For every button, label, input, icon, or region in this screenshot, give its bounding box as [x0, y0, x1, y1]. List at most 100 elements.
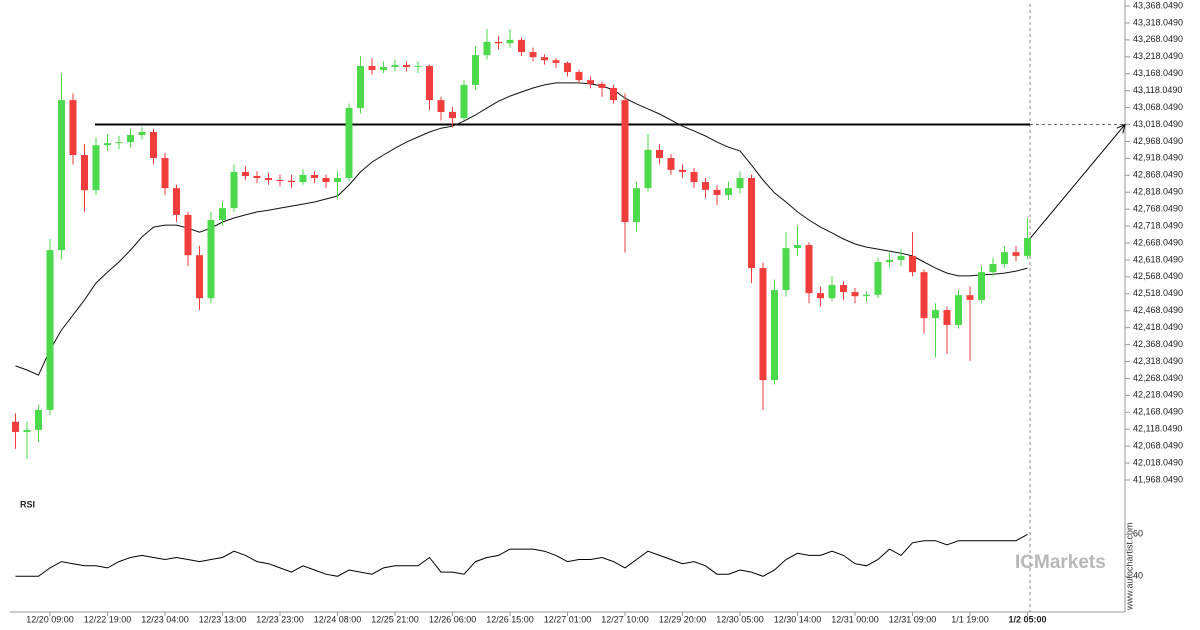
x-tick-label: 12/23 23:00 — [256, 614, 304, 624]
candle-body — [851, 292, 859, 297]
y-tick-label: 60 — [1133, 529, 1143, 539]
candle-body — [943, 310, 951, 325]
candle-body — [46, 250, 54, 410]
x-tick-label: 12/27 01:00 — [544, 614, 592, 624]
candle-body — [713, 189, 721, 195]
candle-body — [184, 214, 192, 256]
watermark: www.autochartist.com — [1124, 522, 1134, 611]
x-tick-label: 12/29 20:00 — [659, 614, 707, 624]
candle-body — [345, 107, 353, 179]
y-tick-label: 42,368.0490 — [1133, 339, 1183, 349]
y-tick-label: 40 — [1133, 571, 1143, 581]
candle-body — [196, 255, 203, 299]
y-tick-label: 42,768.0490 — [1133, 204, 1183, 214]
candle-body — [23, 429, 31, 432]
candle-body — [840, 284, 847, 293]
candle-body — [575, 72, 583, 81]
y-tick-label: 42,118.0490 — [1133, 424, 1182, 434]
candle-body — [587, 80, 594, 84]
candle-body — [506, 39, 514, 44]
candle-body — [598, 83, 606, 88]
candle-body — [219, 208, 226, 220]
candle-body — [817, 293, 824, 299]
candle-body — [610, 87, 617, 101]
candle-body — [253, 175, 261, 179]
candle-body — [1001, 252, 1008, 265]
y-tick-label: 42,718.0490 — [1133, 220, 1183, 230]
candle-body — [173, 188, 180, 215]
candle-body — [690, 171, 698, 183]
x-tick-label: 1/2 05:00 — [1008, 614, 1046, 624]
candle-body — [150, 131, 157, 159]
candle-body — [759, 268, 767, 381]
x-tick-label: 12/30 14:00 — [774, 614, 822, 624]
candle-body — [380, 66, 387, 71]
y-tick-label: 43,018.0490 — [1133, 119, 1183, 129]
rsi-title: RSI — [20, 499, 35, 509]
candle-body — [794, 245, 801, 249]
candle-body — [81, 154, 88, 191]
x-tick-label: 12/30 05:00 — [716, 614, 764, 624]
candle-body — [288, 180, 295, 183]
candle-body — [92, 145, 100, 191]
y-tick-label: 43,118.0490 — [1133, 85, 1182, 95]
candle-body — [702, 182, 709, 190]
x-tick-label: 12/27 10:00 — [601, 614, 649, 624]
candle-body — [322, 178, 330, 183]
candle-body — [771, 290, 778, 381]
y-tick-label: 43,368.0490 — [1133, 0, 1183, 10]
x-tick-label: 12/26 06:00 — [429, 614, 477, 624]
x-tick-label: 12/22 19:00 — [84, 614, 132, 624]
candle-body — [541, 57, 548, 61]
candle-body — [1012, 252, 1020, 256]
candle-body — [897, 255, 905, 260]
candle-body — [863, 294, 870, 297]
y-tick-label: 42,468.0490 — [1133, 305, 1183, 315]
y-tick-label: 42,218.0490 — [1133, 390, 1183, 400]
y-tick-label: 42,518.0490 — [1133, 288, 1183, 298]
y-tick-label: 43,268.0490 — [1133, 34, 1183, 44]
candle-body — [35, 409, 42, 430]
candle-body — [69, 100, 77, 155]
moving-average — [15, 82, 1028, 376]
candle-body — [460, 84, 468, 119]
x-tick-label: 12/26 15:00 — [486, 614, 534, 624]
x-tick-label: 1/1 19:00 — [951, 614, 989, 624]
candle-body — [529, 52, 537, 58]
candle-body — [667, 158, 675, 170]
y-tick-label: 42,968.0490 — [1133, 136, 1183, 146]
x-tick-label: 12/31 09:00 — [889, 614, 937, 624]
candle-body — [805, 245, 813, 294]
y-tick-label: 42,818.0490 — [1133, 187, 1183, 197]
y-tick-label: 42,268.0490 — [1133, 373, 1183, 383]
candle-body — [656, 149, 663, 159]
candle-body — [138, 131, 146, 136]
candle-body — [391, 64, 399, 67]
brand: ICMarkets — [1015, 552, 1106, 573]
candle-body — [909, 255, 916, 273]
candle-body — [299, 174, 307, 183]
candle-body — [886, 259, 893, 262]
candle-body — [311, 174, 318, 179]
x-tick-label: 12/23 04:00 — [141, 614, 189, 624]
candle-body — [978, 272, 985, 300]
candle-body — [633, 188, 640, 223]
y-tick-label: 42,568.0490 — [1133, 271, 1183, 281]
candle-body — [12, 421, 19, 432]
y-tick-label: 43,218.0490 — [1133, 51, 1183, 61]
candle-body — [966, 295, 974, 300]
candle-body — [828, 284, 836, 299]
y-tick-label: 42,168.0490 — [1133, 407, 1183, 417]
candle-body — [334, 178, 341, 183]
y-tick-label: 43,068.0490 — [1133, 102, 1183, 112]
candle-body — [874, 261, 882, 295]
candle-body — [265, 178, 272, 181]
candle-body — [449, 111, 456, 119]
arrow-head — [1116, 123, 1126, 134]
candle-body — [115, 142, 123, 144]
candle-body — [989, 264, 997, 273]
candle-body — [736, 178, 744, 189]
candle-body — [230, 171, 238, 209]
